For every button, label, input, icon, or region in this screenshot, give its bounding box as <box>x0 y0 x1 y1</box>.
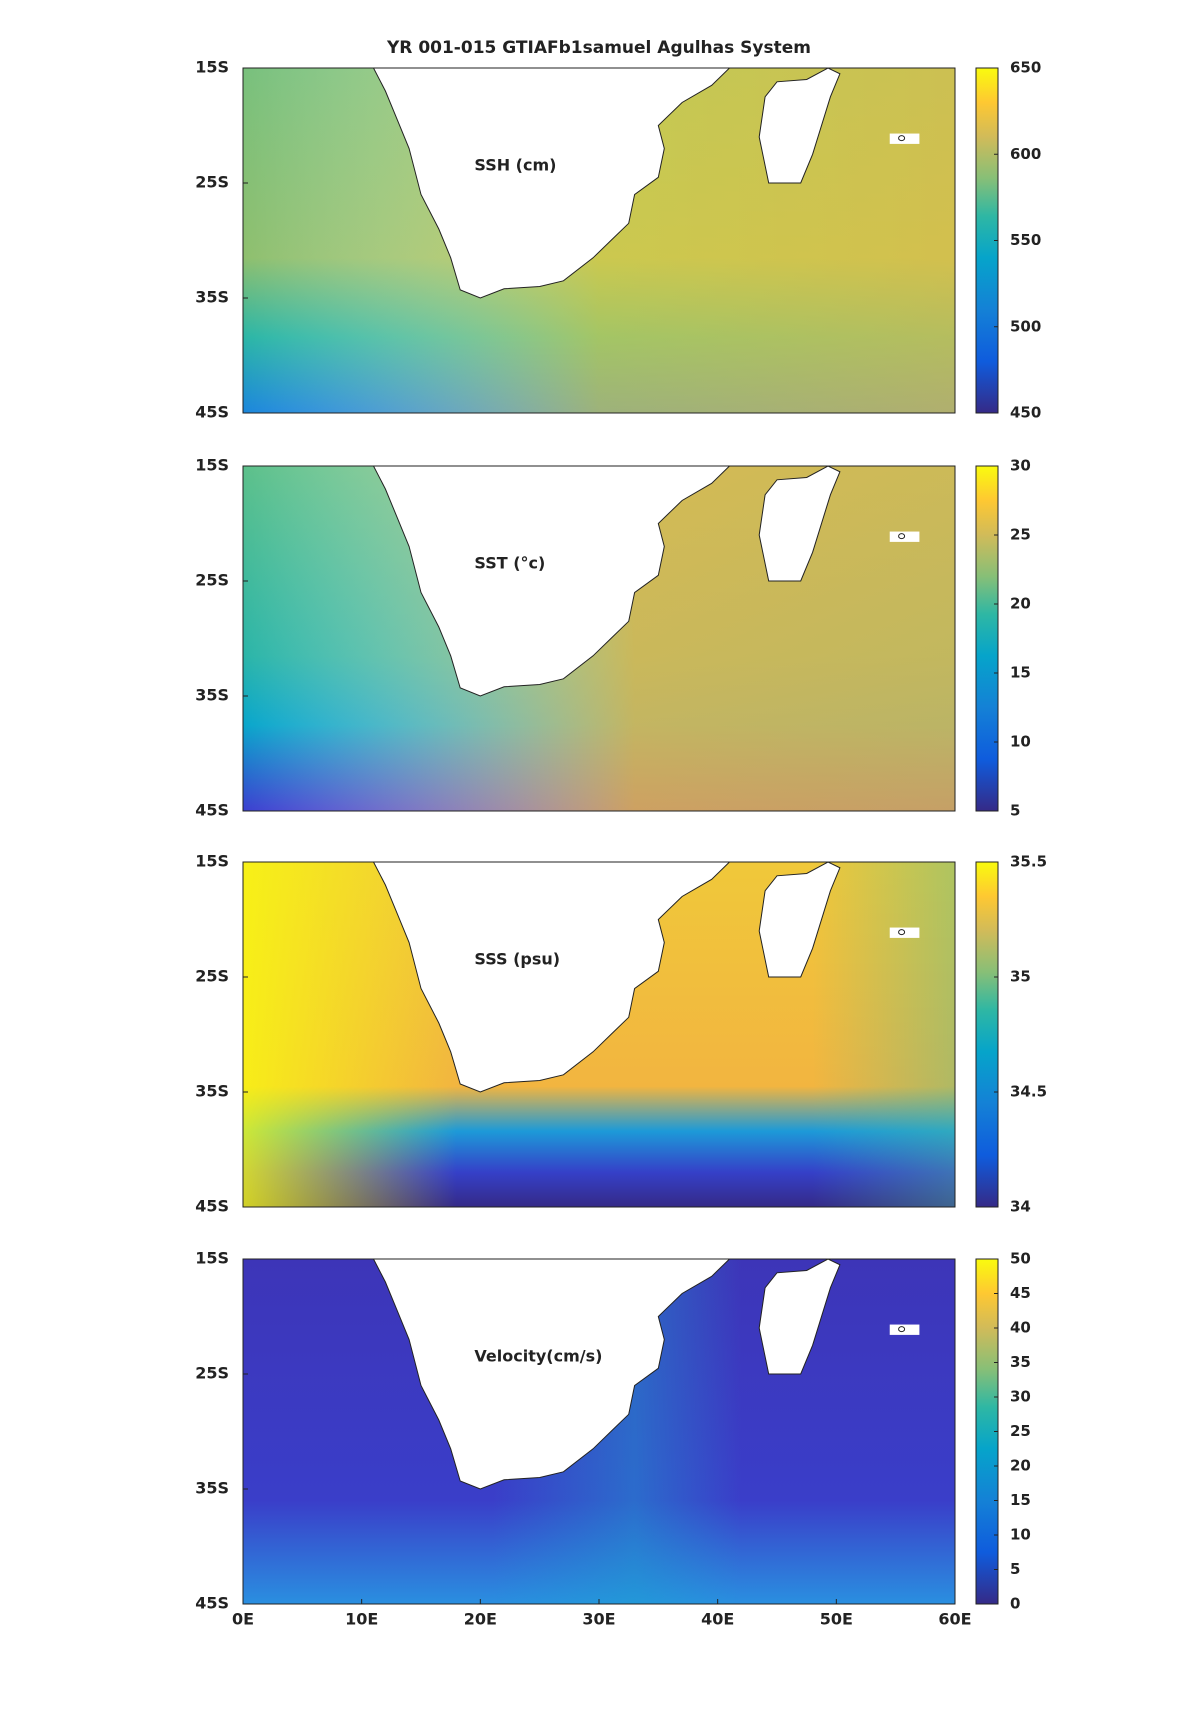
y-tick-label: 45S <box>195 801 229 820</box>
panel-label: Velocity(cm/s) <box>474 1346 602 1365</box>
x-tick-label: 0E <box>232 1610 254 1629</box>
colorbar-tick-label: 5 <box>1010 802 1020 820</box>
x-tick-label: 10E <box>345 1610 378 1629</box>
colorbar-tick-label: 45 <box>1010 1284 1031 1302</box>
colorbar-tick-label: 5 <box>1010 1560 1020 1578</box>
y-tick-label: 15S <box>195 456 229 475</box>
x-tick-label: 60E <box>938 1610 971 1629</box>
axes-frame <box>242 861 956 1208</box>
colorbar-tick-label: 34 <box>1010 1198 1031 1216</box>
land-africa <box>372 1258 731 1490</box>
y-tick-label: 45S <box>195 1594 229 1613</box>
land-africa <box>372 861 731 1093</box>
colorbar <box>975 861 999 1208</box>
y-tick-label: 15S <box>195 58 229 77</box>
colorbar-tick-label: 25 <box>1010 526 1031 544</box>
figure-title: YR 001-015 GTIAFb1samuel Agulhas System <box>386 38 811 58</box>
colorbar-tick-label: 15 <box>1010 1491 1031 1509</box>
panel-label: SSH (cm) <box>474 155 556 174</box>
panel-label: SSS (psu) <box>474 949 560 968</box>
colorbar-tick-label: 50 <box>1010 1250 1031 1268</box>
colorbar-tick-label: 500 <box>1010 317 1041 335</box>
y-tick-label: 25S <box>195 1364 229 1383</box>
axes-frame <box>242 67 956 414</box>
colorbar-tick-label: 40 <box>1010 1319 1031 1337</box>
y-tick-label: 45S <box>195 1197 229 1216</box>
panel-label: SST (°c) <box>474 553 545 572</box>
colorbar-tick-label: 35.5 <box>1010 853 1047 871</box>
colorbar-tick-label: 20 <box>1010 595 1031 613</box>
colorbar-tick-label: 10 <box>1010 1526 1031 1544</box>
y-tick-label: 15S <box>195 1249 229 1268</box>
land-africa <box>372 465 731 697</box>
x-tick-label: 50E <box>820 1610 853 1629</box>
colorbar-tick-label: 550 <box>1010 231 1041 249</box>
x-tick-label: 40E <box>701 1610 734 1629</box>
colorbar-tick-label: 15 <box>1010 664 1031 682</box>
island <box>898 533 906 540</box>
island <box>898 135 906 142</box>
colorbar-tick-label: 0 <box>1010 1595 1020 1613</box>
land-africa <box>372 67 731 299</box>
colorbar-tick-label: 34.5 <box>1010 1083 1047 1101</box>
x-tick-label: 20E <box>464 1610 497 1629</box>
colorbar-tick-label: 25 <box>1010 1422 1031 1440</box>
colorbar-tick-label: 30 <box>1010 1388 1031 1406</box>
colorbar-tick-label: 20 <box>1010 1457 1031 1475</box>
island <box>898 929 906 936</box>
island <box>898 1326 906 1333</box>
axes-frame <box>242 465 956 812</box>
y-tick-label: 25S <box>195 967 229 986</box>
y-tick-label: 25S <box>195 173 229 192</box>
y-tick-label: 35S <box>195 1082 229 1101</box>
y-tick-label: 35S <box>195 686 229 705</box>
y-tick-label: 45S <box>195 403 229 422</box>
colorbar-tick-label: 450 <box>1010 404 1041 422</box>
colorbar-tick-label: 30 <box>1010 457 1031 475</box>
y-tick-label: 35S <box>195 1479 229 1498</box>
colorbar <box>975 465 999 812</box>
colorbar-tick-label: 600 <box>1010 145 1041 163</box>
x-tick-label: 30E <box>582 1610 615 1629</box>
colorbar-tick-label: 35 <box>1010 968 1031 986</box>
colorbar-tick-label: 10 <box>1010 733 1031 751</box>
colorbar-tick-label: 650 <box>1010 59 1041 77</box>
y-tick-label: 35S <box>195 288 229 307</box>
colorbar-tick-label: 35 <box>1010 1353 1031 1371</box>
y-tick-label: 15S <box>195 852 229 871</box>
y-tick-label: 25S <box>195 571 229 590</box>
